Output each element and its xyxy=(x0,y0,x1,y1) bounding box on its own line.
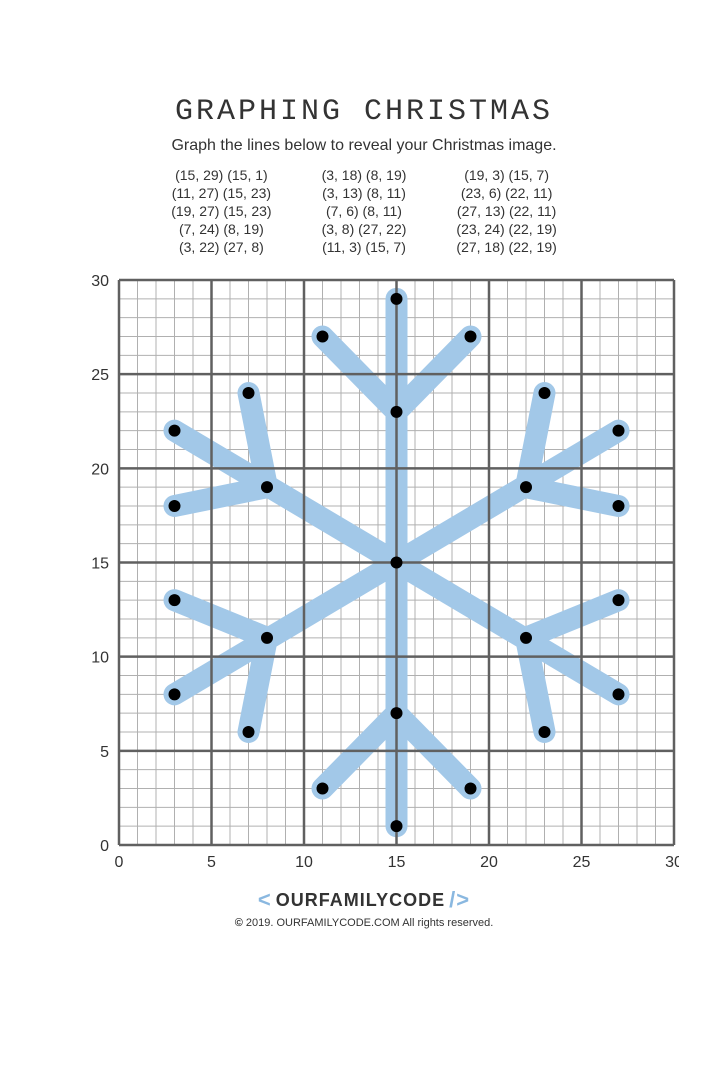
svg-text:30: 30 xyxy=(91,275,109,290)
coord-column-3: (19, 3) (15, 7) (23, 6) (22, 11) (27, 13) … xyxy=(456,167,556,255)
brand-text: OURFAMILYCODE xyxy=(276,890,445,911)
svg-text:5: 5 xyxy=(207,854,216,871)
coord-pair: (3, 18) (8, 19) xyxy=(322,167,407,183)
coord-pair: (3, 13) (8, 11) xyxy=(322,185,407,201)
svg-text:25: 25 xyxy=(573,854,591,871)
coord-pair: (11, 27) (15, 23) xyxy=(171,185,271,201)
coordinate-chart: 00 5 5 10 10 15 15 20 20 25 25 30 30 xyxy=(79,275,679,875)
svg-text:20: 20 xyxy=(91,461,109,478)
coordinates-list: (15, 29) (15, 1) (11, 27) (15, 23) (19, 27… xyxy=(171,167,557,255)
coord-column-2: (3, 18) (8, 19) (3, 13) (8, 11) (7, 6) (8,… xyxy=(322,167,407,255)
left-bracket-icon: < xyxy=(258,887,272,913)
svg-text:20: 20 xyxy=(480,854,498,871)
coord-pair: (19, 3) (15, 7) xyxy=(456,167,556,183)
coord-pair: (3, 22) (27, 8) xyxy=(171,239,271,255)
coord-pair: (19, 27) (15, 23) xyxy=(171,203,271,219)
right-bracket-icon: /> xyxy=(449,887,470,913)
copyright-rights: All rights reserved. xyxy=(402,917,493,929)
coord-pair: (15, 29) (15, 1) xyxy=(171,167,271,183)
coord-column-1: (15, 29) (15, 1) (11, 27) (15, 23) (19, 27… xyxy=(171,167,271,255)
branding: < OURFAMILYCODE /> xyxy=(258,887,470,913)
coord-pair: (23, 6) (22, 11) xyxy=(456,185,556,201)
copyright-year: 2019. xyxy=(246,917,274,929)
svg-text:25: 25 xyxy=(91,367,109,384)
copyright: © 2019. OURFAMILYCODE.COM All rights res… xyxy=(235,917,494,929)
svg-text:30: 30 xyxy=(665,854,679,871)
page-title: GRAPHING CHRISTMAS xyxy=(175,95,553,129)
svg-text:10: 10 xyxy=(295,854,313,871)
svg-text:0: 0 xyxy=(100,838,109,855)
chart-container: 00 5 5 10 10 15 15 20 20 25 25 30 30 xyxy=(79,275,679,875)
coord-pair: (7, 24) (8, 19) xyxy=(171,221,271,237)
coord-pair: (11, 3) (15, 7) xyxy=(322,239,407,255)
subtitle: Graph the lines below to reveal your Chr… xyxy=(171,137,556,155)
coord-pair: (23, 24) (22, 19) xyxy=(456,221,556,237)
svg-text:15: 15 xyxy=(91,556,109,573)
coord-pair: (3, 8) (27, 22) xyxy=(322,221,407,237)
coord-pair: (27, 13) (22, 11) xyxy=(456,203,556,219)
copyright-site: OURFAMILYCODE.COM xyxy=(276,917,399,929)
svg-text:5: 5 xyxy=(100,744,109,761)
coord-pair: (7, 6) (8, 11) xyxy=(322,203,407,219)
coord-pair: (27, 18) (22, 19) xyxy=(456,239,556,255)
copyright-symbol: © xyxy=(235,917,243,929)
svg-text:10: 10 xyxy=(91,650,109,667)
svg-text:0: 0 xyxy=(115,854,124,871)
svg-text:15: 15 xyxy=(388,854,406,871)
